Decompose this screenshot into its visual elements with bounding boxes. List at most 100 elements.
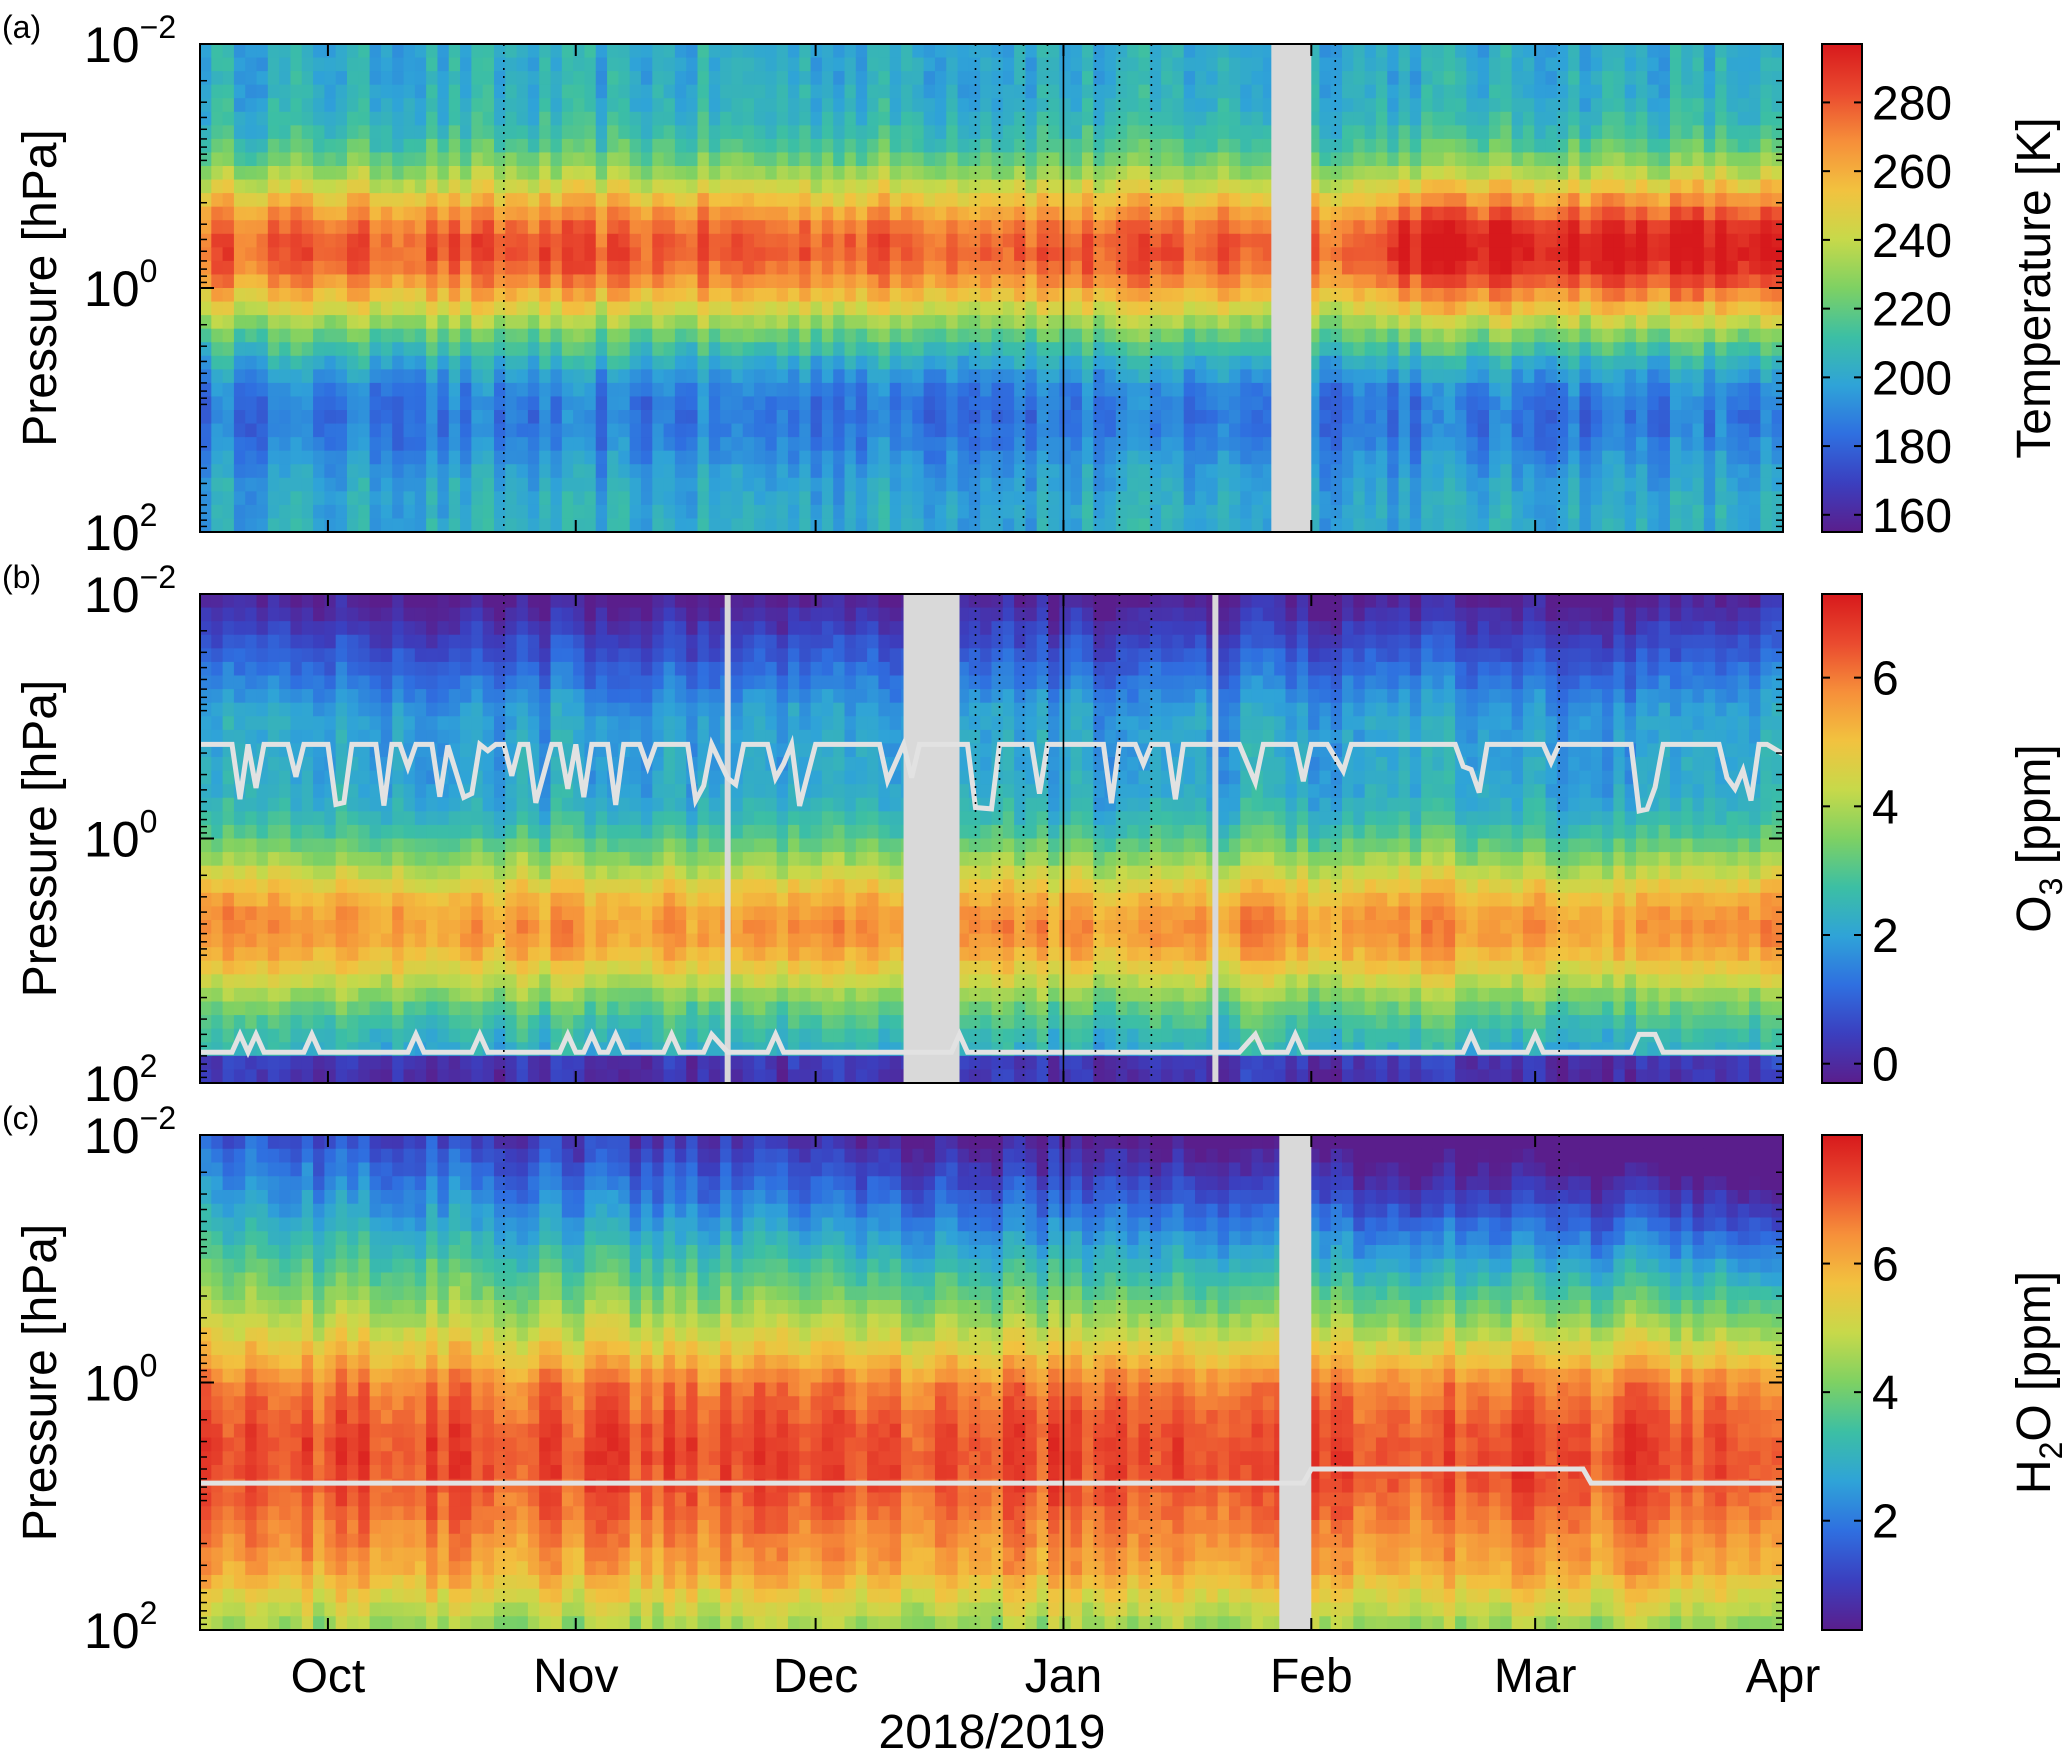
heatmap-cell	[923, 288, 936, 303]
heatmap-cell	[1342, 464, 1354, 479]
heatmap-cell	[946, 288, 959, 303]
heatmap-cell	[539, 382, 552, 398]
heatmap-cell	[867, 423, 880, 438]
heatmap-cell	[1036, 193, 1049, 208]
heatmap-cell	[607, 247, 619, 262]
heatmap-cell	[550, 274, 563, 289]
heatmap-cell	[1658, 464, 1671, 479]
heatmap-cell	[1500, 301, 1513, 316]
heatmap-cell	[403, 193, 416, 208]
heatmap-cell	[607, 464, 619, 479]
heatmap-cell	[1387, 71, 1400, 86]
heatmap-cell	[1613, 491, 1626, 506]
heatmap-cell	[878, 98, 891, 113]
heatmap-cell	[674, 423, 687, 438]
heatmap-cell	[607, 138, 619, 154]
heatmap-cell	[629, 152, 642, 167]
heatmap-cell	[324, 491, 337, 506]
heatmap-cell	[267, 98, 280, 113]
heatmap-cell	[1364, 369, 1377, 384]
heatmap-cell	[245, 504, 258, 520]
heatmap-cell	[1636, 410, 1648, 425]
heatmap-cell	[1522, 410, 1535, 425]
heatmap-cell	[1002, 44, 1015, 59]
heatmap-cell	[1195, 57, 1207, 72]
heatmap-cell	[1002, 423, 1015, 438]
heatmap-cell	[799, 71, 812, 86]
heatmap-cell	[1330, 423, 1343, 438]
heatmap-cell	[1647, 233, 1660, 248]
heatmap-cell	[1319, 220, 1332, 235]
heatmap-cell	[1206, 342, 1219, 357]
heatmap-cell	[912, 247, 925, 262]
heatmap-cell	[1081, 220, 1094, 235]
heatmap-cell	[754, 437, 766, 452]
heatmap-cell	[663, 274, 676, 289]
heatmap-cell	[595, 450, 608, 465]
heatmap-cell	[539, 423, 552, 438]
heatmap-cell	[629, 504, 642, 520]
heatmap-cell	[1342, 396, 1354, 411]
heatmap-cell	[867, 179, 880, 194]
heatmap-cell	[222, 138, 235, 154]
heatmap-cell	[358, 138, 371, 154]
heatmap-cell	[1568, 382, 1581, 398]
heatmap-cell	[1127, 396, 1140, 411]
heatmap-cell	[1364, 44, 1377, 59]
heatmap-cell	[652, 179, 665, 194]
heatmap-cell	[1409, 396, 1422, 411]
heatmap-cell	[335, 206, 348, 221]
heatmap-cell	[1387, 342, 1400, 357]
heatmap-cell	[968, 315, 981, 330]
heatmap-cell	[1579, 315, 1592, 330]
heatmap-cell	[618, 138, 631, 154]
heatmap-cell	[1534, 464, 1547, 479]
heatmap-cell	[403, 44, 416, 59]
heatmap-cell	[1715, 288, 1728, 303]
heatmap-cell	[1500, 193, 1513, 208]
heatmap-cell	[618, 410, 631, 425]
heatmap-cell	[1353, 288, 1366, 303]
heatmap-cell	[799, 396, 812, 411]
heatmap-cell	[426, 71, 439, 86]
heatmap-cell	[1703, 98, 1716, 113]
heatmap-cell	[1681, 355, 1694, 370]
heatmap-cell	[301, 477, 314, 492]
heatmap-cell	[867, 274, 880, 289]
heatmap-cell	[403, 152, 416, 167]
heatmap-cell	[1387, 477, 1400, 492]
heatmap-cell	[1014, 71, 1027, 86]
heatmap-cell	[934, 491, 947, 506]
heatmap-cell	[573, 166, 586, 181]
heatmap-cell	[1409, 166, 1422, 181]
heatmap-cell	[290, 491, 303, 506]
heatmap-cell	[267, 138, 280, 154]
heatmap-cell	[708, 84, 721, 99]
heatmap-cell	[855, 369, 868, 384]
heatmap-cell	[1692, 166, 1705, 181]
heatmap-cell	[1669, 247, 1682, 262]
heatmap-cell	[720, 504, 733, 520]
heatmap-cell	[1104, 274, 1117, 289]
heatmap-cell	[1172, 98, 1185, 113]
heatmap-cell	[1127, 166, 1140, 181]
heatmap-cell	[1737, 152, 1750, 167]
heatmap-cell	[1014, 57, 1027, 72]
heatmap-cell	[256, 423, 269, 438]
heatmap-cell	[1014, 44, 1027, 59]
heatmap-cell	[1206, 423, 1219, 438]
heatmap-cell	[923, 57, 936, 72]
heatmap-cell	[392, 382, 405, 398]
heatmap-cell	[1149, 193, 1162, 208]
heatmap-cell	[1195, 152, 1207, 167]
heatmap-cell	[1172, 274, 1185, 289]
heatmap-cell	[1093, 125, 1106, 140]
heatmap-cell	[844, 98, 857, 113]
heatmap-cell	[1319, 206, 1332, 221]
heatmap-cell	[1093, 423, 1106, 438]
heatmap-cell	[1014, 342, 1027, 357]
heatmap-cell	[1737, 382, 1750, 398]
heatmap-cell	[652, 138, 665, 154]
heatmap-cell	[720, 193, 733, 208]
heatmap-cell	[1161, 111, 1174, 126]
